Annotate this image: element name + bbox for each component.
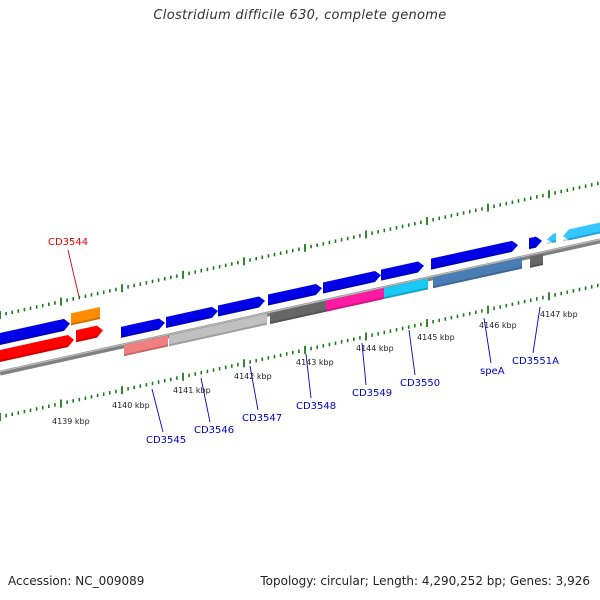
feature-bar-shade: [169, 322, 267, 347]
gene-arrow[interactable]: [547, 233, 556, 243]
feature-bar-shade: [530, 263, 543, 268]
scale-label: 4142 kbp: [234, 372, 272, 381]
gene-label-cd3551a[interactable]: CD3551A: [512, 356, 559, 367]
gene-label-cd3549[interactable]: CD3549: [352, 388, 392, 399]
gene-arrow-cd3548-shade: [268, 292, 316, 306]
feature-bar[interactable]: [169, 313, 267, 347]
label-leaders: [67, 249, 541, 433]
gene-arrow[interactable]: [563, 221, 600, 241]
scale-label: 4146 kbp: [479, 321, 517, 330]
gene-arrow-cd3546-shade: [166, 315, 212, 328]
gene-label-cd3546[interactable]: CD3546: [194, 425, 234, 436]
gene-arrow-shade: [563, 231, 600, 242]
gene-arrow-cd3545[interactable]: [121, 318, 165, 338]
feature-bar[interactable]: [270, 300, 326, 325]
leader-line: [483, 317, 492, 364]
gene-arrow-cd3547[interactable]: [218, 296, 265, 317]
feature-bar[interactable]: [326, 288, 384, 312]
gene-arrow-cd3549-shade: [323, 280, 375, 294]
map-title: Clostridium difficile 630, complete geno…: [153, 8, 447, 23]
scale-ticks-upper: [0, 181, 599, 319]
genome-backbone-highlight: [0, 238, 600, 373]
scale-label: 4141 kbp: [173, 386, 211, 395]
leader-line: [305, 353, 312, 399]
gene-arrow-shade: [547, 240, 556, 245]
leader-line: [200, 377, 211, 423]
accession-text: Accession: NC_009089: [8, 574, 145, 588]
gene-arrow-cd3549[interactable]: [323, 271, 381, 294]
feature-bar-shade: [124, 344, 168, 357]
leader-line: [361, 342, 367, 386]
scale-label: 4143 kbp: [296, 358, 334, 367]
leader-line: [532, 306, 541, 354]
gene-arrow-cd3550-shade: [381, 270, 418, 281]
gene-label-spea[interactable]: speA: [480, 366, 505, 377]
gene-arrow-cd3546[interactable]: [166, 306, 218, 328]
gene-arrow[interactable]: [76, 325, 103, 343]
gene-arrow-cd3545-shade: [121, 327, 159, 338]
gene-features: [0, 221, 600, 363]
gene-label-cd3545[interactable]: CD3545: [146, 435, 186, 446]
feature-bar-shade: [270, 309, 326, 325]
scale-label: 4140 kbp: [112, 401, 150, 410]
gene-arrow-shade: [76, 335, 97, 343]
gene-arrow[interactable]: [0, 318, 70, 346]
gene-arrow-cd3548[interactable]: [268, 283, 322, 306]
gene-arrow[interactable]: [0, 335, 74, 363]
gene-arrow-shade: [0, 328, 64, 346]
gene-arrow-cd3551a-shade: [529, 245, 536, 250]
leader-line: [249, 365, 259, 411]
gene-label-cd3544[interactable]: CD3544: [48, 237, 88, 248]
gene-label-cd3550[interactable]: CD3550: [400, 378, 440, 389]
gene-arrow-shade: [71, 317, 100, 326]
feature-bar[interactable]: [433, 257, 522, 289]
gene-label-cd3548[interactable]: CD3548: [296, 401, 336, 412]
feature-bar-shade: [433, 266, 522, 289]
scale-label: 4144 kbp: [356, 344, 394, 353]
genome-summary-text: Topology: circular; Length: 4,290,252 bp…: [260, 574, 590, 588]
gene-label-cd3547[interactable]: CD3547: [242, 413, 282, 424]
scale-label: 4145 kbp: [417, 333, 455, 342]
feature-bar-shade: [384, 287, 428, 300]
feature-bar[interactable]: [384, 278, 428, 300]
gene-arrow-shade: [0, 345, 68, 363]
scale-label: 4147 kbp: [540, 310, 578, 319]
feature-bar[interactable]: [124, 335, 168, 357]
gene-arrow-cd3547-shade: [218, 305, 259, 317]
scale-ticks-lower: [0, 283, 599, 421]
leader-line: [151, 388, 164, 433]
leader-line: [67, 249, 80, 298]
gene-arrow-cd3550[interactable]: [381, 261, 424, 281]
feature-bar-shade: [326, 297, 384, 312]
gene-arrow[interactable]: [71, 307, 100, 326]
leader-line: [408, 329, 416, 376]
feature-bar[interactable]: [530, 254, 543, 268]
gene-arrow-spea[interactable]: [431, 240, 518, 270]
gene-arrow-cd3551a[interactable]: [529, 236, 542, 250]
scale-label: 4139 kbp: [52, 417, 90, 426]
gene-arrow-spea-shade: [431, 249, 512, 270]
